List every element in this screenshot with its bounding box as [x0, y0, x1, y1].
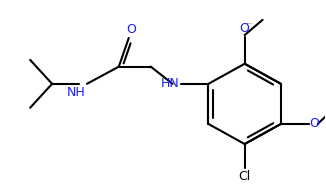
Text: Cl: Cl: [239, 170, 251, 183]
Text: O: O: [310, 117, 319, 130]
Text: NH: NH: [67, 86, 86, 99]
Text: methoxy: methoxy: [247, 23, 253, 24]
Text: O: O: [126, 23, 136, 36]
Text: O: O: [240, 22, 250, 35]
Text: HN: HN: [161, 77, 180, 90]
